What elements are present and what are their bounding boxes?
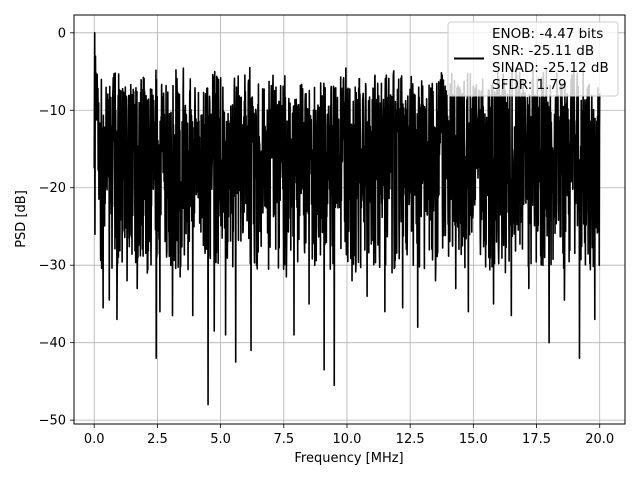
x-tick-label: 10.0 (332, 432, 361, 447)
psd-line (93, 32, 601, 406)
x-tick-label: 15.0 (459, 432, 488, 447)
x-tick-label: 5.0 (210, 432, 231, 447)
y-tick-label: −10 (39, 104, 66, 119)
series-psd (93, 32, 601, 406)
y-axis-label: PSD [dB] (14, 190, 29, 248)
y-axis: 0 −10 −20 −30 −40 −50 (39, 26, 74, 429)
y-tick-label: −20 (39, 181, 66, 196)
legend-entry: SNR: -25.11 dB (492, 43, 594, 59)
x-tick-label: 12.5 (396, 432, 425, 447)
legend-entry: ENOB: -4.47 bits (492, 26, 603, 42)
legend-box (447, 21, 619, 97)
x-tick-label: 2.5 (147, 432, 168, 447)
x-axis: 0.0 2.5 5.0 7.5 10.0 12.5 15.0 17.5 20.0 (84, 424, 614, 447)
x-axis-label: Frequency [MHz] (294, 451, 403, 466)
plot-frame (73, 14, 626, 425)
y-tick-label: 0 (58, 26, 66, 41)
legend-entry: SINAD: -25.12 dB (492, 60, 609, 76)
y-tick-label: −40 (39, 336, 66, 351)
legend-entry: SFDR: 1.79 (492, 77, 567, 93)
y-tick-label: −50 (39, 414, 66, 429)
y-tick-label: −30 (39, 259, 66, 274)
x-tick-label: 17.5 (522, 432, 551, 447)
legend: ENOB: -4.47 bits SNR: -25.11 dB SINAD: -… (447, 21, 619, 97)
x-tick-label: 7.5 (273, 432, 294, 447)
x-tick-label: 20.0 (585, 432, 614, 447)
x-tick-label: 0.0 (84, 432, 105, 447)
